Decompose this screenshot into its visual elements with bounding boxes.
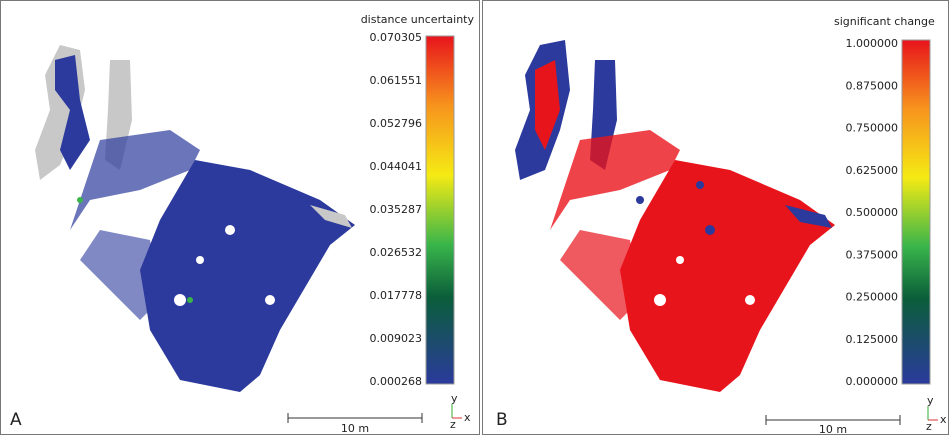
axis-x-label: x (464, 411, 471, 424)
axis-y-label: y (451, 392, 458, 405)
scale-tick-label: 0.875000 (846, 79, 899, 92)
scale-tick-label: 0.009023 (370, 332, 423, 345)
point-cloud-a (35, 45, 355, 392)
scale-tick-label: 0.625000 (846, 164, 899, 177)
scale-tick-label: 0.125000 (846, 333, 899, 346)
color-scale-a (425, 35, 455, 385)
point-cloud-b (515, 40, 835, 392)
scale-tick-label: 0.000268 (370, 375, 423, 388)
panel-label: A (10, 410, 22, 430)
color-scale-b (901, 39, 931, 385)
scale-bar-label: 10 m (341, 422, 369, 435)
axis-x-label: x (940, 413, 947, 426)
scale-tick-label: 0.052796 (370, 117, 423, 130)
axis-y-label: y (927, 394, 934, 407)
scale-title: distance uncertainty (361, 13, 475, 26)
panel-label: B (496, 410, 508, 430)
scale-tick-label: 0.250000 (846, 291, 899, 304)
scale-tick-label: 0.035287 (370, 203, 423, 216)
scale-tick-label: 0.000000 (846, 375, 899, 388)
scale-tick-label: 0.044041 (370, 160, 423, 173)
scale-title: significant change (834, 15, 935, 28)
scale-tick-label: 0.500000 (846, 206, 899, 219)
axis-z-label: z (450, 418, 456, 431)
scale-tick-label: 0.070305 (370, 31, 423, 44)
scale-tick-label: 1.000000 (846, 37, 899, 50)
scale-tick-label: 0.061551 (370, 74, 423, 87)
scale-tick-label: 0.750000 (846, 122, 899, 135)
axis-z-label: z (926, 420, 932, 433)
scale-tick-label: 0.375000 (846, 248, 899, 261)
scale-bar-label: 10 m (819, 423, 847, 435)
scale-tick-label: 0.017778 (370, 289, 423, 302)
scale-tick-label: 0.026532 (370, 246, 423, 259)
